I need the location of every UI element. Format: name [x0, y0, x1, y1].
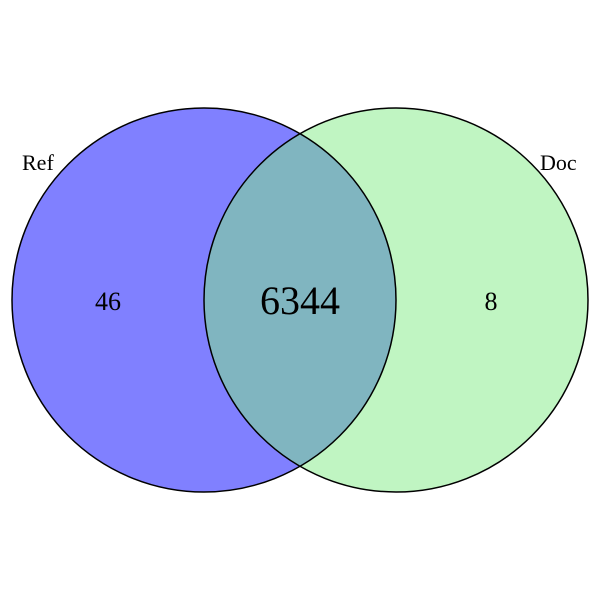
ref-only-count: 46	[95, 287, 121, 316]
doc-only-count: 8	[485, 287, 498, 316]
ref-circle-outline	[11, 107, 397, 493]
overlap-region	[204, 108, 396, 492]
doc-set-label: Doc	[540, 150, 577, 175]
doc-circle-outline	[203, 107, 589, 493]
ref-set-label: Ref	[22, 150, 54, 175]
overlap-count: 6344	[260, 278, 340, 323]
